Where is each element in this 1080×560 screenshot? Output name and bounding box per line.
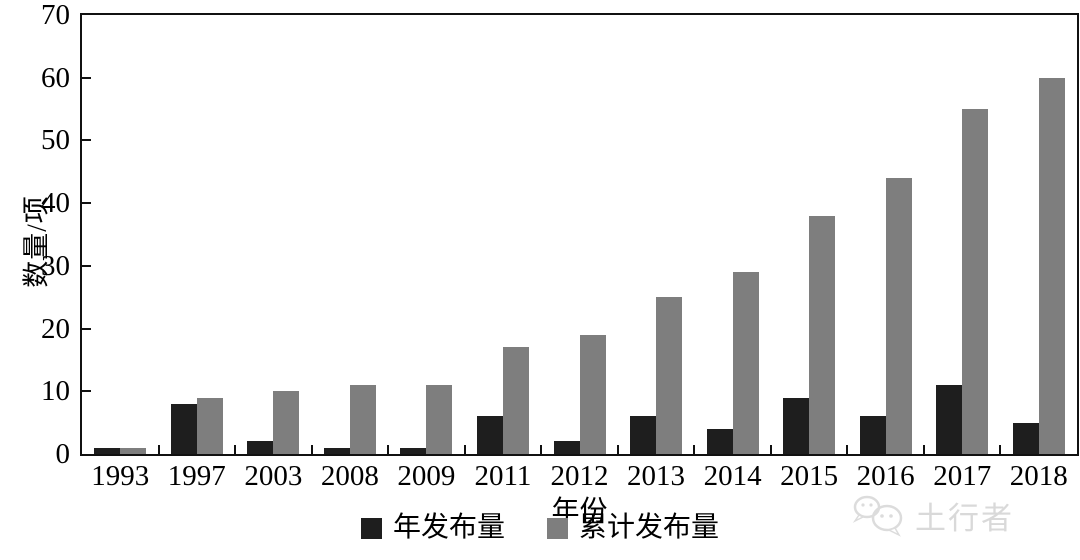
bar-annual-2011 bbox=[476, 416, 503, 454]
bar-annual-2016 bbox=[859, 416, 886, 454]
x-axis-tick-label: 2017 bbox=[933, 460, 992, 492]
x-axis-tick bbox=[616, 445, 619, 454]
x-axis-tick-label: 2008 bbox=[320, 460, 379, 492]
y-axis-tick bbox=[82, 327, 91, 330]
x-axis-tick bbox=[310, 445, 313, 454]
y-axis-tick-label: 50 bbox=[41, 124, 70, 157]
y-axis-tick-label: 30 bbox=[41, 249, 70, 282]
bar-cumulative-2011 bbox=[502, 347, 529, 454]
bar-cumulative-2003 bbox=[273, 391, 300, 454]
y-axis-tick-label: 60 bbox=[41, 61, 70, 94]
x-axis-tick-label: 2003 bbox=[244, 460, 303, 492]
y-axis-tick bbox=[82, 76, 91, 79]
bar-cumulative-2017 bbox=[962, 109, 989, 454]
x-axis-tick bbox=[999, 445, 1002, 454]
x-axis-tick bbox=[387, 445, 390, 454]
y-axis-tick bbox=[82, 390, 91, 393]
plot-area bbox=[80, 13, 1079, 456]
x-axis-tick-label: 2016 bbox=[856, 460, 915, 492]
x-axis-tick-label: 1997 bbox=[167, 460, 226, 492]
bar-annual-2012 bbox=[553, 441, 580, 454]
x-axis-tick bbox=[769, 445, 772, 454]
legend-swatch bbox=[360, 517, 382, 539]
bar-annual-2015 bbox=[783, 397, 810, 454]
legend-item-annual: 年发布量 bbox=[360, 512, 505, 543]
bar-cumulative-2008 bbox=[349, 385, 376, 454]
bar-annual-2013 bbox=[630, 416, 657, 454]
y-axis-tick-label: 70 bbox=[41, 0, 70, 31]
x-axis-tick-label: 2012 bbox=[550, 460, 609, 492]
bar-annual-2018 bbox=[1012, 422, 1039, 454]
x-axis-tick bbox=[693, 445, 696, 454]
x-axis-tick bbox=[540, 445, 543, 454]
x-axis-tick bbox=[157, 445, 160, 454]
legend-item-cumulative: 累计发布量 bbox=[547, 513, 719, 543]
bar-annual-1993 bbox=[94, 447, 121, 454]
legend-label: 累计发布量 bbox=[579, 512, 720, 543]
bar-cumulative-2012 bbox=[579, 334, 606, 454]
x-axis-tick-label: 1993 bbox=[91, 460, 150, 492]
legend-label: 年发布量 bbox=[392, 512, 505, 543]
x-axis-tick bbox=[922, 445, 925, 454]
x-axis-tick-label: 2015 bbox=[780, 460, 839, 492]
y-axis-tick-label: 40 bbox=[41, 187, 70, 220]
y-axis-tick-label: 20 bbox=[41, 312, 70, 345]
y-axis-tick-label: 0 bbox=[55, 438, 71, 470]
y-axis-tick bbox=[82, 202, 91, 205]
x-axis-tick bbox=[463, 445, 466, 454]
x-axis-tick-label: 2013 bbox=[627, 460, 686, 492]
bar-cumulative-2018 bbox=[1038, 77, 1065, 454]
x-axis-tick bbox=[846, 445, 849, 454]
x-axis-tick-label: 2018 bbox=[1009, 460, 1068, 492]
x-axis-tick-label: 2009 bbox=[397, 460, 456, 492]
x-axis-tick bbox=[234, 445, 237, 454]
x-axis-tick-label: 2011 bbox=[474, 460, 532, 492]
x-axis-tick-label: 2014 bbox=[703, 460, 762, 492]
bar-cumulative-2013 bbox=[656, 297, 683, 454]
y-axis-tick-label: 10 bbox=[41, 375, 70, 408]
bar-cumulative-1997 bbox=[196, 397, 223, 454]
legend-swatch bbox=[547, 517, 568, 539]
bar-annual-1997 bbox=[170, 403, 197, 454]
bar-cumulative-2009 bbox=[426, 385, 453, 454]
y-axis-tick bbox=[82, 139, 91, 142]
bar-annual-2003 bbox=[247, 441, 274, 454]
bar-cumulative-2016 bbox=[885, 178, 912, 454]
bar-cumulative-1993 bbox=[120, 447, 147, 454]
bar-annual-2008 bbox=[323, 447, 350, 454]
legend: 年发布量 累计发布量 bbox=[0, 513, 1080, 543]
y-axis-tick bbox=[82, 264, 91, 267]
bar-cumulative-2015 bbox=[809, 215, 836, 454]
bar-annual-2009 bbox=[400, 447, 427, 454]
bar-annual-2014 bbox=[706, 428, 733, 454]
bar-annual-2017 bbox=[936, 385, 963, 454]
bar-cumulative-2014 bbox=[732, 272, 759, 454]
